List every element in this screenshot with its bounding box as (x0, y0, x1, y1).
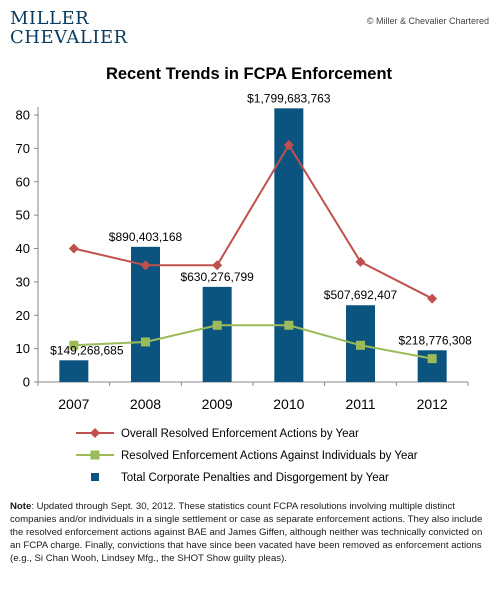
bar-2007 (59, 360, 89, 382)
x-tick-label: 2008 (130, 396, 161, 412)
chart-title: Recent Trends in FCPA Enforcement (106, 65, 393, 83)
y-tick-label: 10 (16, 341, 30, 356)
y-tick-label: 0 (23, 375, 30, 390)
individual-actions-point-2010 (284, 320, 294, 330)
chart-legend: Overall Resolved Enforcement Actions by … (76, 428, 418, 484)
bar-value-label: $890,403,168 (109, 230, 183, 244)
legend-diamond-marker (90, 428, 100, 438)
x-tick-label: 2011 (345, 396, 375, 412)
y-tick-label: 70 (16, 141, 30, 156)
legend-label: Resolved Enforcement Actions Against Ind… (121, 450, 418, 462)
overall-actions-line (73, 143, 433, 300)
overall-actions-point-2007 (68, 243, 79, 254)
logo-line-1: MILLER (10, 8, 90, 29)
overall-actions-point-2010 (283, 140, 294, 151)
footnote: Note: Updated through Sept. 30, 2012. Th… (10, 500, 488, 565)
bar-value-label: $149,268,685 (50, 343, 124, 357)
bar-value-label: $218,776,308 (398, 333, 472, 347)
bar-2009 (202, 286, 232, 382)
individual-actions-point-2007 (69, 340, 79, 350)
miller-chevalier-logo: MILLER CHEVALIER (10, 10, 128, 47)
x-tick-label: 2010 (273, 396, 304, 412)
y-tick-label: 80 (16, 108, 30, 123)
legend-label: Total Corporate Penalties and Disgorgeme… (121, 472, 389, 484)
overall-actions-point-2011 (355, 256, 366, 267)
legend-bar-swatch (91, 473, 99, 481)
y-tick-label: 40 (16, 241, 30, 256)
y-tick-label: 60 (16, 174, 30, 189)
y-tick-label: 30 (16, 274, 30, 289)
individual-actions-point-2009 (212, 320, 222, 330)
overall-actions-point-2008 (140, 260, 151, 271)
legend-square-marker (90, 450, 100, 460)
footnote-text: : Updated through Sept. 30, 2012. These … (10, 501, 483, 564)
copyright-notice: © Miller & Chevalier Chartered (366, 16, 489, 26)
x-tick-label: 2012 (417, 396, 448, 412)
x-tick-label: 2007 (58, 396, 89, 412)
x-tick-label: 2009 (202, 396, 233, 412)
individual-actions-point-2008 (141, 337, 150, 347)
y-tick-label: 20 (16, 308, 30, 323)
bar-2010 (274, 108, 304, 382)
logo-line-2: CHEVALIER (10, 27, 128, 48)
bar-data-labels: $149,268,685 $890,403,168 $630,276,799 $1,7… (50, 91, 472, 357)
individual-actions-point-2012 (427, 354, 437, 364)
individual-actions-line (73, 324, 433, 360)
bar-value-label: $1,799,683,763 (247, 91, 331, 105)
overall-actions-point-2012 (427, 293, 438, 304)
fcpa-chart: Recent Trends in FCPA Enforcement 0 10 20 3… (16, 65, 473, 484)
footnote-label: Note (10, 501, 32, 512)
line-series (68, 140, 438, 364)
individual-actions-point-2011 (356, 340, 365, 350)
overall-actions-point-2009 (212, 260, 223, 271)
bar-value-label: $507,692,407 (324, 288, 398, 302)
chart-axes: 0 10 20 30 40 50 60 70 80 2007 2008 2009 2010 2011 201… (16, 107, 469, 412)
bar-series (59, 108, 447, 382)
bar-value-label: $630,276,799 (180, 270, 254, 284)
y-tick-label: 50 (16, 208, 30, 223)
legend-label: Overall Resolved Enforcement Actions by … (121, 428, 359, 440)
